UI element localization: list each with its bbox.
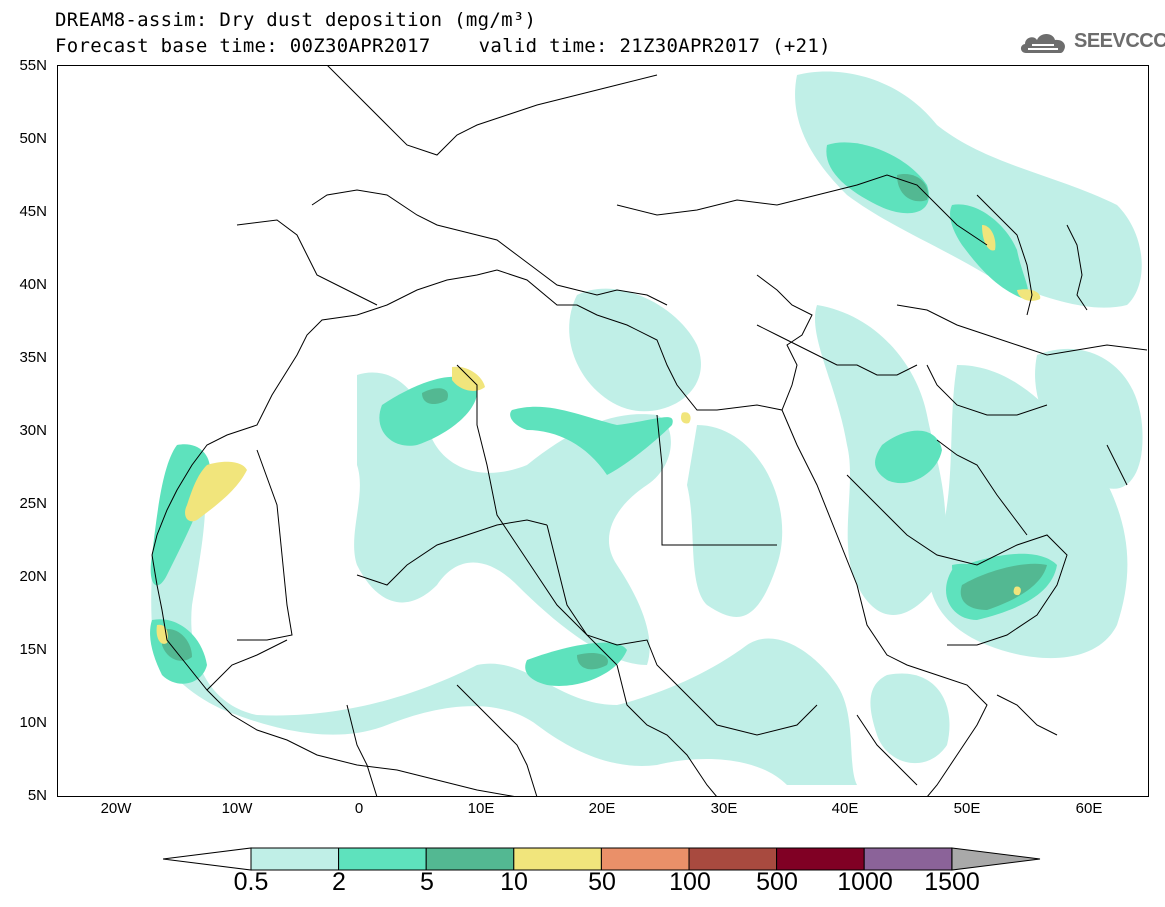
lon-label: 30E xyxy=(710,800,738,817)
map-plot xyxy=(57,65,1149,797)
colorbar-swatch xyxy=(688,847,778,871)
colorbar xyxy=(163,847,1041,871)
colorbar-low-arrow xyxy=(163,847,252,871)
lat-label: 40N xyxy=(19,276,47,293)
lon-label: 0 xyxy=(354,800,364,817)
lat-label: 35N xyxy=(19,349,47,366)
lon-label: 10E xyxy=(467,800,495,817)
lat-label: 45N xyxy=(19,203,47,220)
colorbar-label: 10 xyxy=(500,868,528,896)
lon-label: 10W xyxy=(221,800,253,817)
lon-label: 20W xyxy=(100,800,132,817)
cloud-icon xyxy=(1020,34,1065,53)
chart-title: DREAM8-assim: Dry dust deposition (mg/m³… xyxy=(55,9,537,31)
dust-deposition-map xyxy=(57,65,1149,797)
colorbar-label: 0.5 xyxy=(233,868,269,896)
colorbar-label: 2 xyxy=(332,868,346,896)
lat-label: 15N xyxy=(19,641,47,658)
coastlines-and-borders xyxy=(151,65,1148,797)
colorbar-swatch xyxy=(863,847,953,871)
lon-label: 40E xyxy=(831,800,859,817)
colorbar-label: 50 xyxy=(588,868,616,896)
colorbar-label: 1000 xyxy=(837,868,893,896)
colorbar-swatch xyxy=(513,847,602,871)
colorbar-label: 1500 xyxy=(924,868,980,896)
colorbar-swatch xyxy=(600,847,690,871)
lat-label: 30N xyxy=(19,422,47,439)
colorbar-swatch xyxy=(338,847,427,871)
map-frame-border xyxy=(57,65,1149,797)
lat-label: 10N xyxy=(19,714,47,731)
colorbar-swatch xyxy=(250,847,340,871)
colorbar-label: 500 xyxy=(756,868,798,896)
lon-label: 60E xyxy=(1075,800,1103,817)
lat-label: 20N xyxy=(19,568,47,585)
seevccc-logo: SEEVCCC xyxy=(1018,27,1165,57)
colorbar-high-arrow xyxy=(951,847,1041,871)
dust-fields xyxy=(150,71,1143,785)
lat-label: 55N xyxy=(19,57,47,74)
valid-time: valid time: 21Z30APR2017 (+21) xyxy=(478,35,831,57)
colorbar-swatch xyxy=(425,847,515,871)
lat-label: 50N xyxy=(19,130,47,147)
lon-label: 20E xyxy=(588,800,616,817)
lon-label: 50E xyxy=(953,800,981,817)
colorbar-swatch xyxy=(776,847,865,871)
base-time: Forecast base time: 00Z30APR2017 xyxy=(55,35,431,57)
colorbar-label: 5 xyxy=(420,868,434,896)
time-info: Forecast base time: 00Z30APR2017 valid ti… xyxy=(55,36,831,56)
lat-label: 5N xyxy=(27,787,47,804)
colorbar-label: 100 xyxy=(669,868,711,896)
logo-text: SEEVCCC xyxy=(1074,30,1165,52)
lat-label: 25N xyxy=(19,495,47,512)
